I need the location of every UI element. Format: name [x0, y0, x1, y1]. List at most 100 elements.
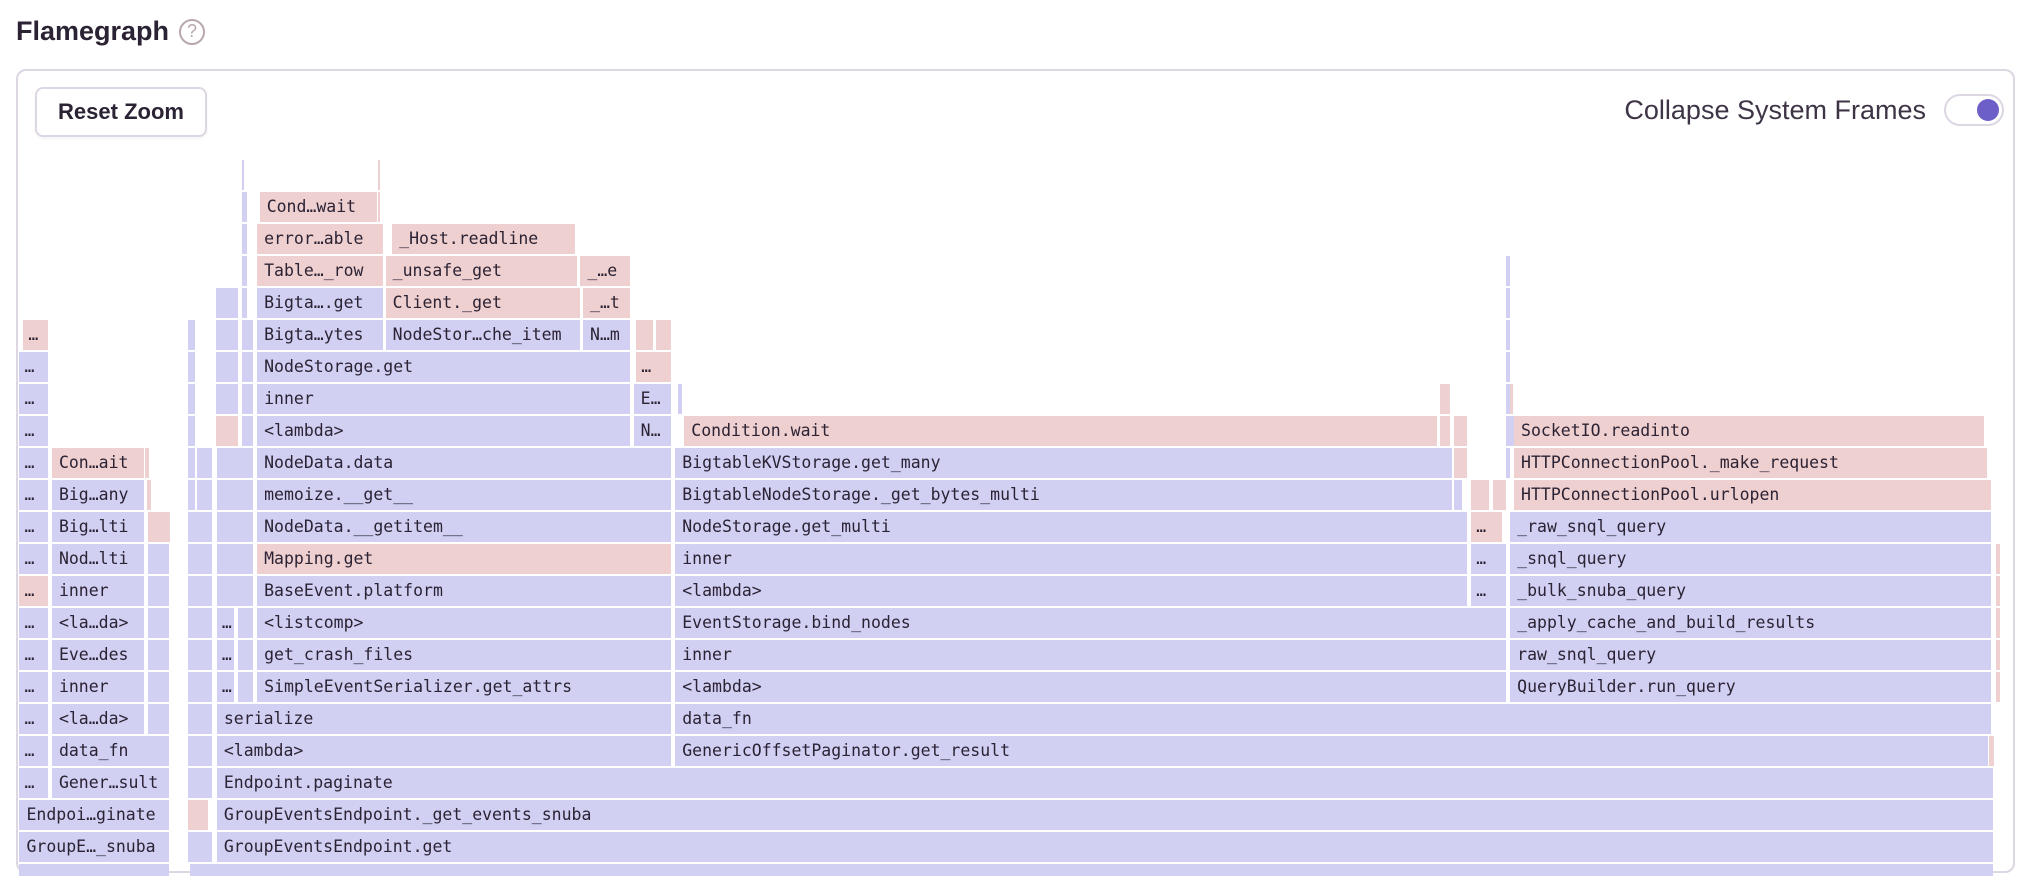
flame-frame-narrow[interactable] — [1506, 256, 1511, 286]
flame-frame[interactable]: … — [1471, 512, 1503, 542]
flame-frame[interactable]: N… — [633, 416, 672, 446]
flame-frame[interactable]: NodeData.data — [257, 448, 672, 478]
flame-frame-narrow[interactable] — [188, 832, 212, 862]
flame-frame-narrow[interactable] — [636, 320, 654, 350]
flame-frame[interactable]: Mapping.get — [257, 544, 672, 574]
flame-frame-narrow[interactable] — [241, 416, 254, 446]
flame-frame-narrow[interactable] — [241, 288, 247, 318]
flame-frame-narrow[interactable] — [1989, 736, 1995, 766]
flame-frame[interactable]: … — [216, 608, 234, 638]
flame-frame[interactable]: error…able — [257, 224, 384, 254]
flame-frame-narrow[interactable] — [148, 608, 169, 638]
flame-frame-narrow[interactable] — [1454, 448, 1468, 478]
flame-frame-narrow[interactable] — [216, 544, 254, 574]
flame-frame[interactable]: Condition.wait — [684, 416, 1438, 446]
flame-frame[interactable]: Endpoi…ginate — [19, 800, 169, 830]
flame-frame[interactable]: Con…ait — [51, 448, 145, 478]
flame-frame[interactable]: BaseEvent.platform — [257, 576, 672, 606]
flame-frame[interactable]: … — [19, 544, 49, 574]
flame-frame[interactable]: <lambda> — [675, 576, 1468, 606]
flame-frame[interactable]: <la…da> — [51, 704, 145, 734]
flame-frame[interactable]: … — [19, 416, 49, 446]
flame-frame-narrow[interactable] — [1506, 384, 1511, 414]
flame-frame-narrow[interactable] — [241, 192, 247, 222]
flame-frame[interactable]: … — [19, 480, 49, 510]
flame-frame-narrow[interactable] — [188, 672, 212, 702]
flame-frame[interactable]: BigtableNodeStorage._get_bytes_multi — [675, 480, 1452, 510]
flame-frame-narrow[interactable] — [677, 384, 682, 414]
flame-frame-narrow[interactable] — [377, 160, 380, 190]
flame-frame[interactable]: … — [19, 576, 49, 606]
flame-frame[interactable]: _unsafe_get — [385, 256, 577, 286]
flame-frame[interactable]: Nod…lti — [51, 544, 145, 574]
flame-frame[interactable]: get_crash_files — [257, 640, 672, 670]
flame-frame-narrow[interactable] — [188, 640, 212, 670]
flame-frame[interactable]: … — [19, 384, 49, 414]
flame-frame-narrow[interactable] — [241, 256, 247, 286]
flame-frame-narrow[interactable] — [189, 864, 1994, 876]
flame-frame[interactable]: Client._get — [385, 288, 581, 318]
flame-frame-narrow[interactable] — [188, 320, 195, 350]
flame-frame[interactable]: … — [19, 512, 49, 542]
question-circle-icon[interactable]: ? — [179, 18, 206, 45]
flame-frame-narrow[interactable] — [148, 544, 169, 574]
flame-frame[interactable]: Big…lti — [51, 512, 145, 542]
flame-frame-narrow[interactable] — [216, 480, 254, 510]
flame-frame-narrow[interactable] — [237, 672, 254, 702]
flame-frame-narrow[interactable] — [145, 448, 150, 478]
flame-frame[interactable]: <la…da> — [51, 608, 145, 638]
flame-frame[interactable]: _raw_snql_query — [1510, 512, 1991, 542]
flame-frame-narrow[interactable] — [148, 672, 169, 702]
flame-frame[interactable]: <lambda> — [675, 672, 1507, 702]
flame-frame-narrow[interactable] — [215, 416, 238, 446]
flame-frame[interactable]: NodeData.__getitem__ — [257, 512, 672, 542]
flame-frame[interactable]: GenericOffsetPaginator.get_result — [675, 736, 1988, 766]
flame-frame[interactable]: Gener…sult — [51, 768, 169, 798]
flame-frame-narrow[interactable] — [215, 288, 238, 318]
flame-frame[interactable]: Eve…des — [51, 640, 145, 670]
flame-frame-narrow[interactable] — [1995, 640, 2000, 670]
flame-frame[interactable]: NodeStorage.get — [257, 352, 630, 382]
flame-frame-narrow[interactable] — [188, 416, 195, 446]
flame-frame-narrow[interactable] — [1510, 384, 1513, 414]
flame-frame-narrow[interactable] — [216, 512, 254, 542]
flame-frame-narrow[interactable] — [19, 864, 169, 876]
flame-frame-narrow[interactable] — [237, 640, 254, 670]
flame-frame[interactable]: … — [19, 672, 49, 702]
flame-frame[interactable]: SocketIO.readinto — [1514, 416, 1985, 446]
flame-frame-narrow[interactable] — [188, 768, 212, 798]
flame-frame-narrow[interactable] — [197, 480, 212, 510]
flame-frame[interactable]: <listcomp> — [257, 608, 672, 638]
flame-frame[interactable]: <lambda> — [216, 736, 672, 766]
flame-frame-narrow[interactable] — [215, 352, 238, 382]
flame-frame-narrow[interactable] — [237, 608, 254, 638]
flame-frame-narrow[interactable] — [1995, 608, 2000, 638]
flame-frame[interactable]: Endpoint.paginate — [216, 768, 1994, 798]
flame-frame[interactable]: _…t — [583, 288, 630, 318]
flame-frame[interactable]: Big…any — [51, 480, 145, 510]
flame-frame-narrow[interactable] — [1471, 480, 1490, 510]
flame-frame-narrow[interactable] — [197, 448, 212, 478]
flame-frame-narrow[interactable] — [216, 448, 254, 478]
flame-frame-narrow[interactable] — [148, 576, 169, 606]
flame-frame[interactable]: … — [1471, 544, 1507, 574]
flame-frame[interactable]: … — [216, 672, 234, 702]
flame-frame[interactable]: BigtableKVStorage.get_many — [675, 448, 1452, 478]
flame-frame[interactable]: _…e — [580, 256, 630, 286]
flame-frame-narrow[interactable] — [1454, 416, 1468, 446]
flame-frame[interactable]: _Host.readline — [392, 224, 576, 254]
flame-frame[interactable]: … — [19, 352, 49, 382]
flame-frame-narrow[interactable] — [188, 800, 208, 830]
flame-frame[interactable]: Table…_row — [257, 256, 384, 286]
flame-frame-narrow[interactable] — [241, 384, 254, 414]
flame-frame-narrow[interactable] — [188, 448, 195, 478]
flame-frame[interactable]: EventStorage.bind_nodes — [675, 608, 1507, 638]
flame-frame[interactable]: inner — [51, 672, 145, 702]
flame-frame-narrow[interactable] — [188, 384, 195, 414]
flame-frame-narrow[interactable] — [1995, 672, 2000, 702]
flame-frame-narrow[interactable] — [377, 192, 381, 222]
flame-frame-narrow[interactable] — [1506, 416, 1511, 446]
collapse-system-frames-toggle[interactable] — [1944, 94, 2004, 126]
flame-frame-narrow[interactable] — [216, 576, 254, 606]
